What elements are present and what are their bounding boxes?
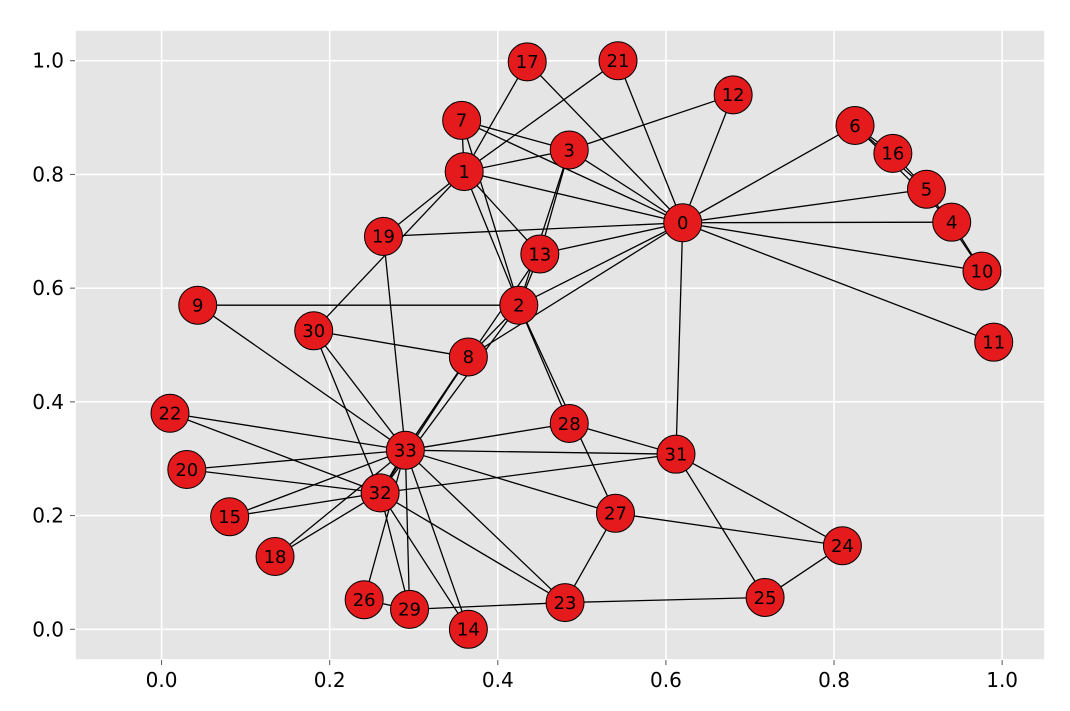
graph-node [443, 101, 481, 139]
x-tick-label: 0.4 [482, 668, 514, 692]
graph-node [391, 590, 429, 628]
graph-edge [683, 222, 952, 223]
graph-node [449, 610, 487, 648]
y-tick-label: 1.0 [32, 49, 64, 73]
y-tick-label: 0.2 [32, 504, 64, 528]
graph-node [168, 451, 206, 489]
graph-node [975, 323, 1013, 361]
x-tick-label: 1.0 [986, 668, 1018, 692]
y-tick-label: 0.6 [32, 276, 64, 300]
graph-node [449, 338, 487, 376]
y-tick-label: 0.0 [32, 617, 64, 641]
y-tick-label: 0.4 [32, 390, 64, 414]
graph-node [599, 42, 637, 80]
graph-node [550, 131, 588, 169]
x-tick-label: 0.2 [314, 668, 346, 692]
graph-node [874, 134, 912, 172]
graph-node [256, 538, 294, 576]
figure-container: 0.00.20.40.60.81.00.00.20.40.60.81.00123… [0, 0, 1070, 707]
graph-node [364, 217, 402, 255]
graph-node [508, 43, 546, 81]
graph-node [836, 107, 874, 145]
graph-node [657, 435, 695, 473]
graph-node [550, 404, 588, 442]
graph-node [546, 584, 584, 622]
graph-node [714, 76, 752, 114]
graph-node [933, 203, 971, 241]
graph-node [907, 170, 945, 208]
graph-node [361, 474, 399, 512]
graph-node [963, 252, 1001, 290]
x-tick-label: 0.0 [146, 668, 178, 692]
graph-node [345, 581, 383, 619]
graph-node [445, 153, 483, 191]
y-tick-label: 0.8 [32, 162, 64, 186]
graph-node [521, 235, 559, 273]
graph-node [823, 527, 861, 565]
graph-node [596, 494, 634, 532]
graph-node [746, 578, 784, 616]
graph-node [664, 204, 702, 242]
graph-node [500, 286, 538, 324]
graph-node [179, 286, 217, 324]
graph-node [386, 431, 424, 469]
network-plot-svg: 0.00.20.40.60.81.00.00.20.40.60.81.00123… [0, 0, 1070, 707]
graph-node [295, 312, 333, 350]
plot-background [75, 30, 1045, 660]
x-tick-label: 0.6 [650, 668, 682, 692]
graph-node [211, 498, 249, 536]
x-tick-label: 0.8 [818, 668, 850, 692]
graph-node [151, 394, 189, 432]
